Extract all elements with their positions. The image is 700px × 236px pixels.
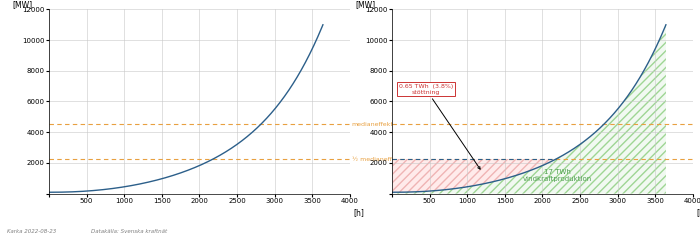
Text: [h]: [h] (696, 208, 700, 217)
Text: 0.65 TWh  (3.8%)
stöttning: 0.65 TWh (3.8%) stöttning (399, 84, 480, 169)
Text: [MW]: [MW] (13, 0, 32, 9)
Text: 17 TWh
vindkraftproduktion: 17 TWh vindkraftproduktion (523, 169, 592, 182)
Text: Karka 2022-08-23: Karka 2022-08-23 (7, 229, 56, 234)
Text: medianeffekt: medianeffekt (351, 122, 393, 127)
Text: ½ medianeffekt: ½ medianeffekt (351, 156, 402, 161)
Text: [h]: [h] (353, 208, 364, 217)
Text: Datakälla: Svenska kraftnät: Datakälla: Svenska kraftnät (91, 229, 167, 234)
Text: [MW]: [MW] (356, 0, 375, 9)
